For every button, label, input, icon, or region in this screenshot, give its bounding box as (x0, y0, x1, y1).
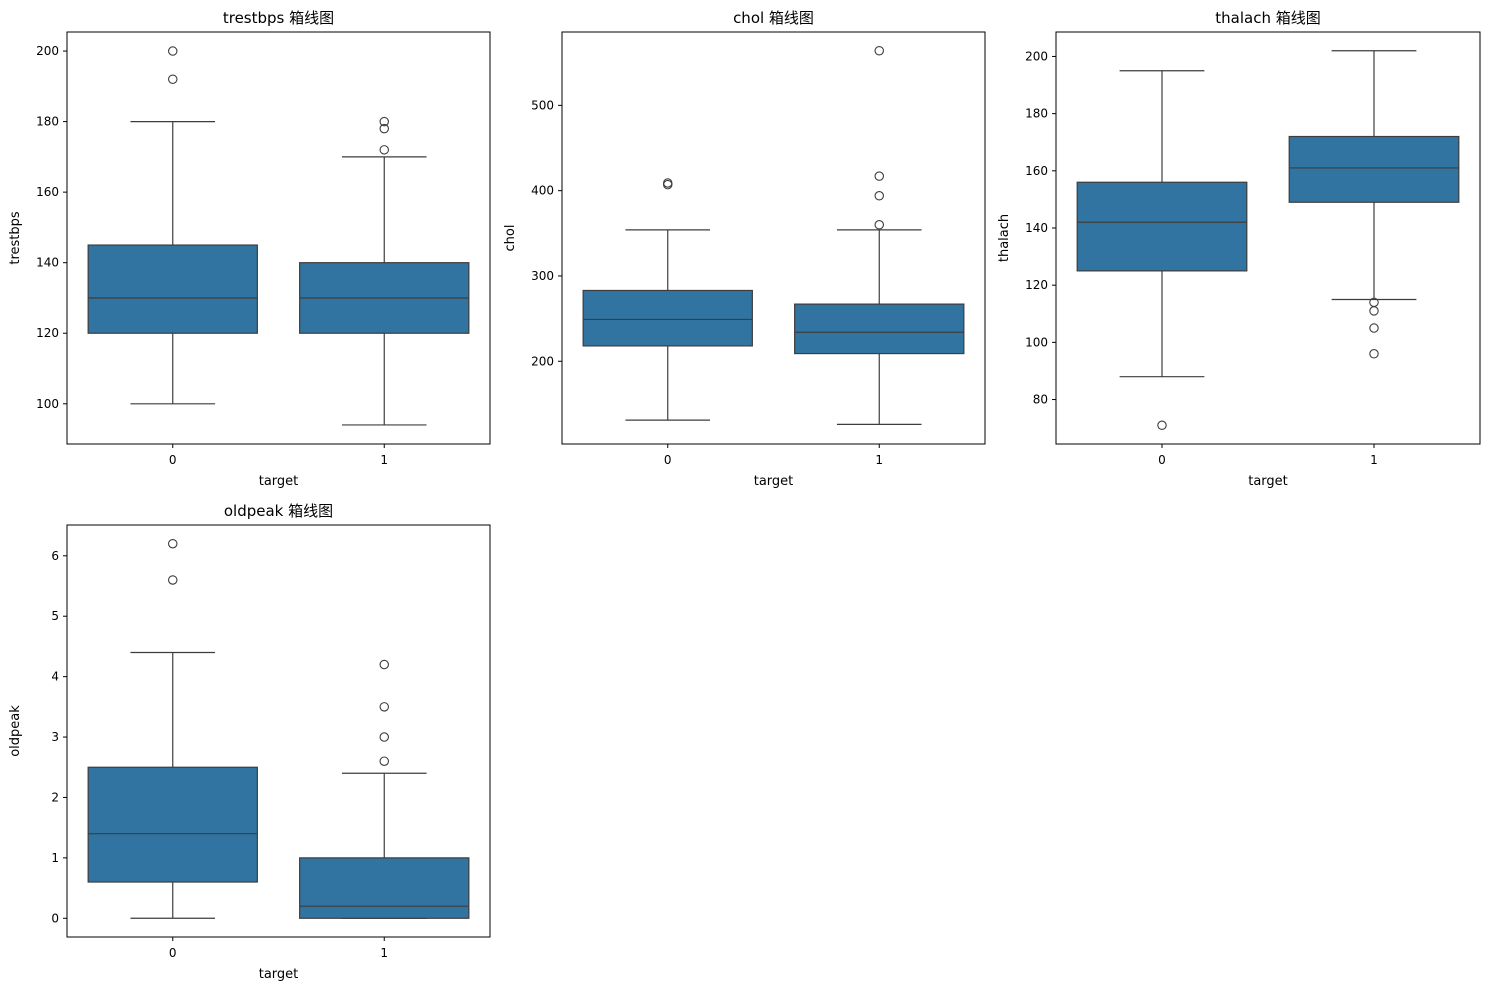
axes-frame (66, 31, 491, 445)
box-group-0 (87, 46, 258, 405)
axes-frame (561, 31, 986, 445)
y-tick-label: 400 (531, 184, 554, 198)
outlier-point (874, 220, 884, 230)
axes-frame (66, 524, 491, 938)
box-group-1 (1288, 50, 1460, 359)
x-axis-label: target (1248, 474, 1288, 489)
y-axis-label: oldpeak (8, 705, 23, 757)
y-tick-label: 1 (51, 851, 59, 865)
y-tick-label: 120 (36, 326, 59, 340)
chart-title: trestbps 箱线图 (223, 9, 334, 27)
y-tick-label: 300 (531, 269, 554, 283)
outlier-point (662, 178, 673, 188)
y-tick-label: 140 (36, 256, 59, 270)
y-tick-label: 160 (36, 185, 59, 199)
x-axis-label: target (259, 967, 299, 982)
outlier-point (379, 732, 389, 742)
y-tick-label: 500 (531, 98, 554, 112)
y-tick-label: 2 (51, 790, 59, 804)
x-tick-label: 0 (664, 453, 672, 467)
iqr-box (87, 766, 258, 883)
outlier-point (379, 702, 389, 712)
y-tick-label: 200 (36, 44, 59, 58)
y-tick-label: 3 (51, 730, 59, 744)
y-axis-label: chol (503, 225, 518, 252)
y-tick-label: 180 (1025, 107, 1048, 121)
x-axis-label: target (754, 474, 794, 489)
chart-panel-4: 0 1 2 3 4 5 6 0 1 oldpeak 箱线图 target oldpeak (8, 502, 491, 982)
chart-title: oldpeak 箱线图 (224, 502, 333, 520)
y-axis-label: trestbps (8, 211, 23, 265)
y-tick-label: 80 (1033, 393, 1048, 407)
outlier-point (1369, 323, 1379, 333)
iqr-box (87, 244, 258, 334)
chart-panel-3: 80 100 120 140 160 180 200 0 1 thalach 箱线图 target t… (997, 9, 1481, 489)
y-axis-label: thalach (997, 214, 1012, 262)
iqr-box (299, 857, 470, 919)
box-group-1 (299, 116, 470, 426)
y-tick-label: 4 (51, 670, 59, 684)
box-group-1 (299, 659, 470, 919)
chart-panel-1: 100 120 140 160 180 200 0 1 trestbps 箱线图 target tr… (8, 9, 491, 489)
y-tick-label: 6 (51, 549, 59, 563)
box-group-0 (1076, 70, 1248, 431)
outlier-point (874, 191, 884, 201)
x-tick-label: 0 (169, 453, 177, 467)
x-tick-label: 0 (1158, 453, 1166, 467)
iqr-box (794, 303, 965, 355)
y-tick-label: 140 (1025, 221, 1048, 235)
outlier-point (168, 575, 178, 585)
x-axis-label: target (259, 474, 299, 489)
x-tick-label: 1 (1370, 453, 1378, 467)
y-tick-label: 5 (51, 609, 59, 623)
chart-panel-2: 200 300 400 500 0 1 chol 箱线图 target chol (503, 9, 986, 489)
x-tick-label: 1 (380, 946, 388, 960)
x-tick-label: 1 (380, 453, 388, 467)
outlier-point (379, 116, 389, 127)
y-tick-label: 200 (1025, 49, 1048, 63)
iqr-box (582, 289, 753, 347)
outlier-point (1157, 420, 1167, 431)
x-tick-label: 0 (169, 946, 177, 960)
outlier-point (379, 659, 389, 670)
box-group-0 (582, 178, 753, 421)
iqr-box (1288, 135, 1460, 203)
outlier-point (1369, 349, 1379, 359)
y-tick-label: 200 (531, 354, 554, 368)
outlier-point (168, 74, 178, 85)
outlier-point (874, 46, 884, 56)
y-tick-label: 100 (36, 397, 59, 411)
y-tick-label: 0 (51, 911, 59, 925)
outlier-point (379, 145, 389, 155)
outlier-point (379, 756, 389, 766)
box-group-0 (87, 538, 258, 919)
outlier-point (379, 123, 389, 134)
outlier-point (168, 46, 178, 56)
chart-title: thalach 箱线图 (1215, 9, 1320, 27)
x-tick-label: 1 (875, 453, 883, 467)
outlier-point (168, 538, 178, 549)
outlier-point (874, 171, 884, 181)
y-tick-label: 120 (1025, 278, 1048, 292)
y-tick-label: 100 (1025, 335, 1048, 349)
y-tick-label: 160 (1025, 164, 1048, 178)
outlier-point (1369, 306, 1379, 316)
y-tick-label: 180 (36, 115, 59, 129)
chart-title: chol 箱线图 (733, 9, 814, 27)
iqr-box (1076, 181, 1248, 272)
box-group-1 (794, 46, 965, 425)
axes-frame (1055, 31, 1481, 445)
